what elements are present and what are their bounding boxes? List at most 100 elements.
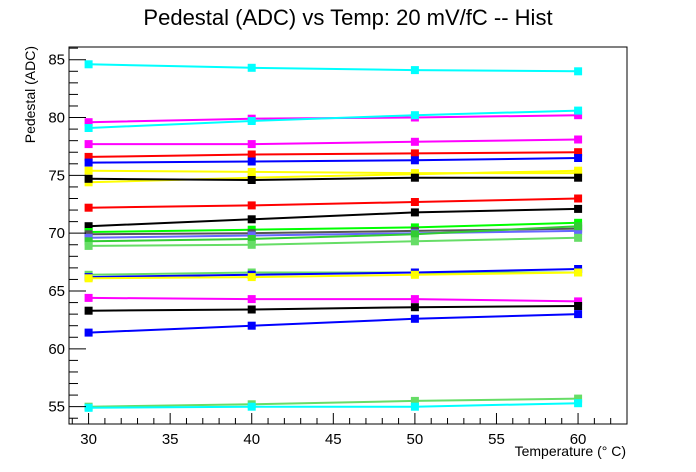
series-15 xyxy=(84,222,583,246)
data-point xyxy=(84,241,93,250)
y-tick-label: 80 xyxy=(48,110,65,127)
data-point xyxy=(574,233,583,242)
series-1 xyxy=(84,60,583,76)
data-point xyxy=(574,399,583,408)
series-line xyxy=(88,397,579,408)
data-point xyxy=(247,273,256,282)
data-point xyxy=(84,203,93,212)
y-tick-label: 60 xyxy=(48,341,65,358)
data-point xyxy=(410,111,419,120)
data-point xyxy=(247,157,256,166)
series-3 xyxy=(84,106,583,132)
y-tick-label: 65 xyxy=(48,283,65,300)
series-20 xyxy=(84,293,583,306)
series-line xyxy=(88,176,579,182)
data-point xyxy=(247,150,256,159)
data-point xyxy=(84,174,93,183)
data-point xyxy=(84,166,93,175)
x-tick-label: 30 xyxy=(80,431,97,448)
series-16 xyxy=(84,233,583,250)
data-point xyxy=(247,63,256,72)
series-line xyxy=(88,207,579,228)
series-line xyxy=(88,151,579,158)
data-point xyxy=(574,106,583,115)
x-tick-label: 35 xyxy=(162,431,179,448)
series-21 xyxy=(84,302,583,315)
data-point xyxy=(574,111,583,120)
data-point xyxy=(84,152,93,161)
data-point xyxy=(247,235,256,243)
data-point xyxy=(410,270,419,279)
series-line xyxy=(88,197,579,209)
data-point xyxy=(574,204,583,213)
data-point xyxy=(410,156,419,165)
data-point xyxy=(84,274,93,283)
y-tick-label: 75 xyxy=(48,167,65,184)
series-line xyxy=(88,229,579,239)
data-point xyxy=(574,302,583,310)
data-point xyxy=(247,167,256,176)
series-line xyxy=(88,157,579,164)
data-point xyxy=(84,158,93,167)
data-point xyxy=(410,66,419,75)
y-axis-label: Pedestal (ADC) xyxy=(22,46,38,143)
series-22 xyxy=(84,310,583,337)
x-tick-label: 40 xyxy=(243,431,260,448)
data-point xyxy=(84,222,93,231)
y-tick-label: 70 xyxy=(48,225,65,242)
series-line xyxy=(88,138,579,146)
data-point xyxy=(84,403,93,412)
data-point xyxy=(247,321,256,330)
plot-area xyxy=(68,46,628,425)
series-24 xyxy=(84,399,583,412)
x-tick-label: 55 xyxy=(488,431,505,448)
data-point xyxy=(247,295,256,304)
data-point xyxy=(84,293,93,302)
x-tick-label: 45 xyxy=(325,431,342,448)
data-point xyxy=(247,215,256,224)
data-point xyxy=(84,60,93,69)
data-point xyxy=(84,124,93,132)
x-tick-label: 60 xyxy=(570,431,587,448)
data-point xyxy=(410,230,419,239)
data-point xyxy=(84,328,93,337)
data-point xyxy=(574,67,583,76)
data-point xyxy=(410,208,419,217)
series-line xyxy=(88,236,579,247)
series-9 xyxy=(84,173,583,184)
data-point xyxy=(574,135,583,144)
series-line xyxy=(88,402,579,409)
series-layer xyxy=(84,60,583,412)
data-point xyxy=(84,237,93,246)
data-point xyxy=(247,140,256,149)
x-axis-label: Temperature (° C) xyxy=(515,443,626,459)
data-point xyxy=(247,305,256,314)
series-line xyxy=(88,63,579,73)
data-point xyxy=(574,166,583,175)
data-point xyxy=(410,149,419,158)
series-line xyxy=(88,109,579,129)
data-point xyxy=(410,173,419,182)
data-point xyxy=(84,306,93,315)
data-point xyxy=(84,140,93,149)
series-8 xyxy=(84,166,583,187)
y-tick-label: 85 xyxy=(48,52,65,69)
series-line xyxy=(88,225,579,243)
data-point xyxy=(574,226,583,235)
series-11 xyxy=(84,204,583,231)
data-point xyxy=(84,118,93,127)
x-tick-label: 50 xyxy=(407,431,424,448)
data-point xyxy=(574,297,583,306)
axis-ticks: 30 35 40 45 50 55 60 55 60 65 70 75 80 85 xyxy=(48,47,628,448)
data-point xyxy=(574,268,583,277)
series-line xyxy=(88,271,579,276)
data-point xyxy=(410,402,419,411)
data-point xyxy=(574,173,583,182)
series-line xyxy=(88,221,579,233)
series-line xyxy=(88,271,579,280)
data-point xyxy=(410,137,419,146)
data-point xyxy=(410,314,419,323)
data-point xyxy=(574,222,583,231)
series-line xyxy=(88,313,579,334)
